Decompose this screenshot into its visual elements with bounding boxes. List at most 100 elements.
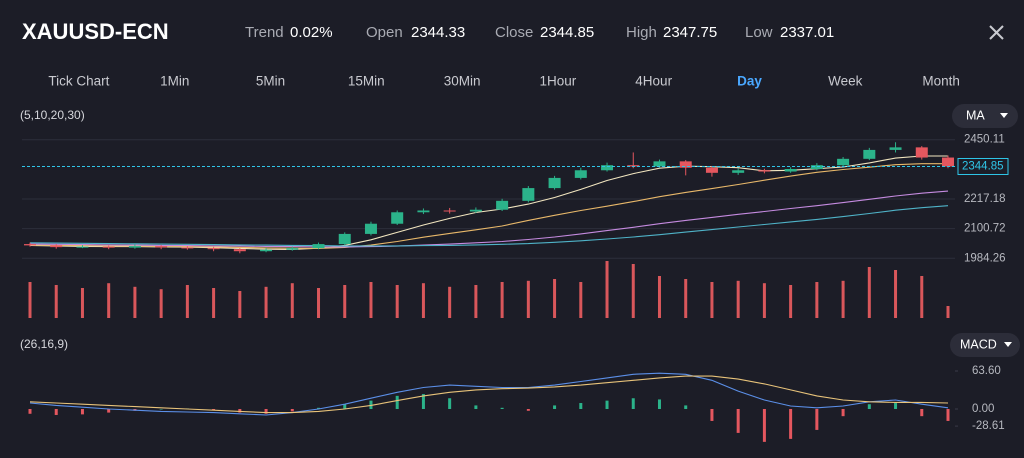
volume-bar: [212, 288, 216, 318]
macd-histogram-bar: [421, 394, 425, 409]
timeframe-tab[interactable]: 5Min: [256, 74, 285, 89]
candle-body: [233, 249, 246, 252]
volume-bar: [867, 267, 871, 318]
y-tick-label: 2100.72: [964, 223, 1006, 235]
candle-body: [810, 165, 823, 169]
timeframe-tab[interactable]: Day: [737, 74, 762, 89]
macd-histogram-bar: [841, 409, 845, 417]
macd-histogram-bar: [736, 409, 740, 433]
candle-body: [155, 246, 168, 248]
macd-histogram-bar: [212, 409, 216, 411]
candle-body: [50, 245, 63, 248]
last-price-box: [957, 157, 1009, 175]
dropdown-bg[interactable]: [950, 333, 1020, 357]
macd-histogram-bar: [553, 405, 557, 409]
dropdown-bg[interactable]: [952, 104, 1018, 128]
macd-histogram-bar: [657, 399, 661, 409]
macd-histogram-bar: [920, 409, 924, 417]
candle-body: [837, 158, 850, 166]
volume-bar: [185, 285, 189, 318]
macd-histogram-bar: [290, 409, 294, 412]
volume-bar: [500, 282, 504, 318]
dropdown-label[interactable]: MA: [966, 108, 985, 122]
macd-histogram-bar: [107, 409, 111, 413]
candle-body: [732, 170, 745, 173]
y-tick-label: 1984.26: [964, 252, 1006, 264]
volume-bar: [369, 282, 373, 318]
close-button[interactable]: [989, 25, 1004, 40]
candle-body: [627, 165, 640, 167]
candle-body: [128, 246, 141, 248]
volume-bar: [657, 276, 661, 318]
y-tick-label: -28.61: [972, 420, 1005, 432]
timeframe-tab[interactable]: 4Hour: [635, 74, 672, 89]
candle-body: [286, 248, 299, 250]
symbol: XAUUSD-ECN: [22, 19, 169, 44]
volume-bar: [526, 280, 530, 318]
close-icon[interactable]: [989, 25, 1004, 40]
volume-bar: [631, 264, 635, 318]
volume-bar: [395, 285, 399, 318]
candle-body: [181, 247, 194, 249]
candle-body: [260, 249, 273, 252]
candle-body: [443, 210, 456, 212]
stat-value: 2347.75: [663, 24, 717, 41]
volume-bar: [815, 282, 819, 318]
macd-histogram-bar: [369, 400, 373, 409]
stat-value: 2344.85: [540, 24, 594, 41]
timeframe-tab[interactable]: 15Min: [348, 74, 385, 89]
stat-label: Close: [495, 24, 533, 41]
candle-body: [102, 246, 115, 248]
macd-histogram-bar: [395, 395, 399, 409]
candle-body: [522, 188, 535, 201]
macd-histogram-bar: [605, 400, 609, 409]
stat-label: Open: [366, 24, 403, 41]
timeframe-tab[interactable]: 30Min: [444, 74, 481, 89]
timeframe-tab[interactable]: Week: [828, 74, 863, 89]
candle-body: [942, 157, 954, 167]
macd-histogram-bar: [54, 409, 58, 415]
volume-bar: [684, 279, 688, 318]
stat-value: 2337.01: [780, 24, 834, 41]
candle-body: [784, 169, 797, 172]
y-tick-label: 63.60: [972, 365, 1001, 377]
timeframe-tab[interactable]: 1Hour: [540, 74, 577, 89]
volume-bar: [579, 282, 583, 318]
ma-line: [29, 190, 949, 248]
volume-bar: [710, 282, 714, 318]
timeframe-tab[interactable]: Tick Chart: [48, 74, 109, 89]
volume-bar: [448, 286, 452, 318]
candle-body: [312, 244, 325, 249]
dropdown-arrow[interactable]: [1000, 113, 1008, 118]
macd-histogram-bar: [474, 405, 478, 409]
stat-value: 2344.33: [411, 24, 465, 41]
macd-histogram-bar: [526, 409, 530, 411]
macd-histogram-bar: [317, 407, 321, 409]
candle-body: [679, 161, 692, 168]
volume-bar: [238, 291, 242, 318]
macd-dropdown[interactable]: MACD: [950, 333, 1020, 357]
macd-histogram-bar: [238, 409, 242, 413]
volume-bar: [107, 283, 111, 318]
macd-histogram-bar: [710, 409, 714, 421]
volume-bar: [421, 283, 425, 318]
dropdown-arrow[interactable]: [1004, 342, 1012, 347]
volume-bar: [789, 285, 793, 318]
candle-body: [338, 233, 351, 245]
macd-histogram-bar: [789, 409, 793, 439]
macd-line: [29, 372, 949, 416]
macd-line: [29, 375, 949, 414]
volume-bar: [264, 286, 268, 318]
timeframe-tab[interactable]: Month: [922, 74, 960, 89]
volume-bar: [736, 280, 740, 318]
timeframe-tab[interactable]: 1Min: [160, 74, 189, 89]
volume-bar: [605, 261, 609, 318]
ma-params: (5,10,20,30): [20, 108, 85, 122]
macd-histogram-bar: [946, 409, 950, 421]
ma-dropdown[interactable]: MA: [952, 104, 1018, 128]
dropdown-label[interactable]: MACD: [960, 337, 997, 351]
macd-histogram-bar: [448, 398, 452, 409]
candle-body: [76, 246, 89, 248]
macd-histogram-bar: [867, 404, 871, 409]
